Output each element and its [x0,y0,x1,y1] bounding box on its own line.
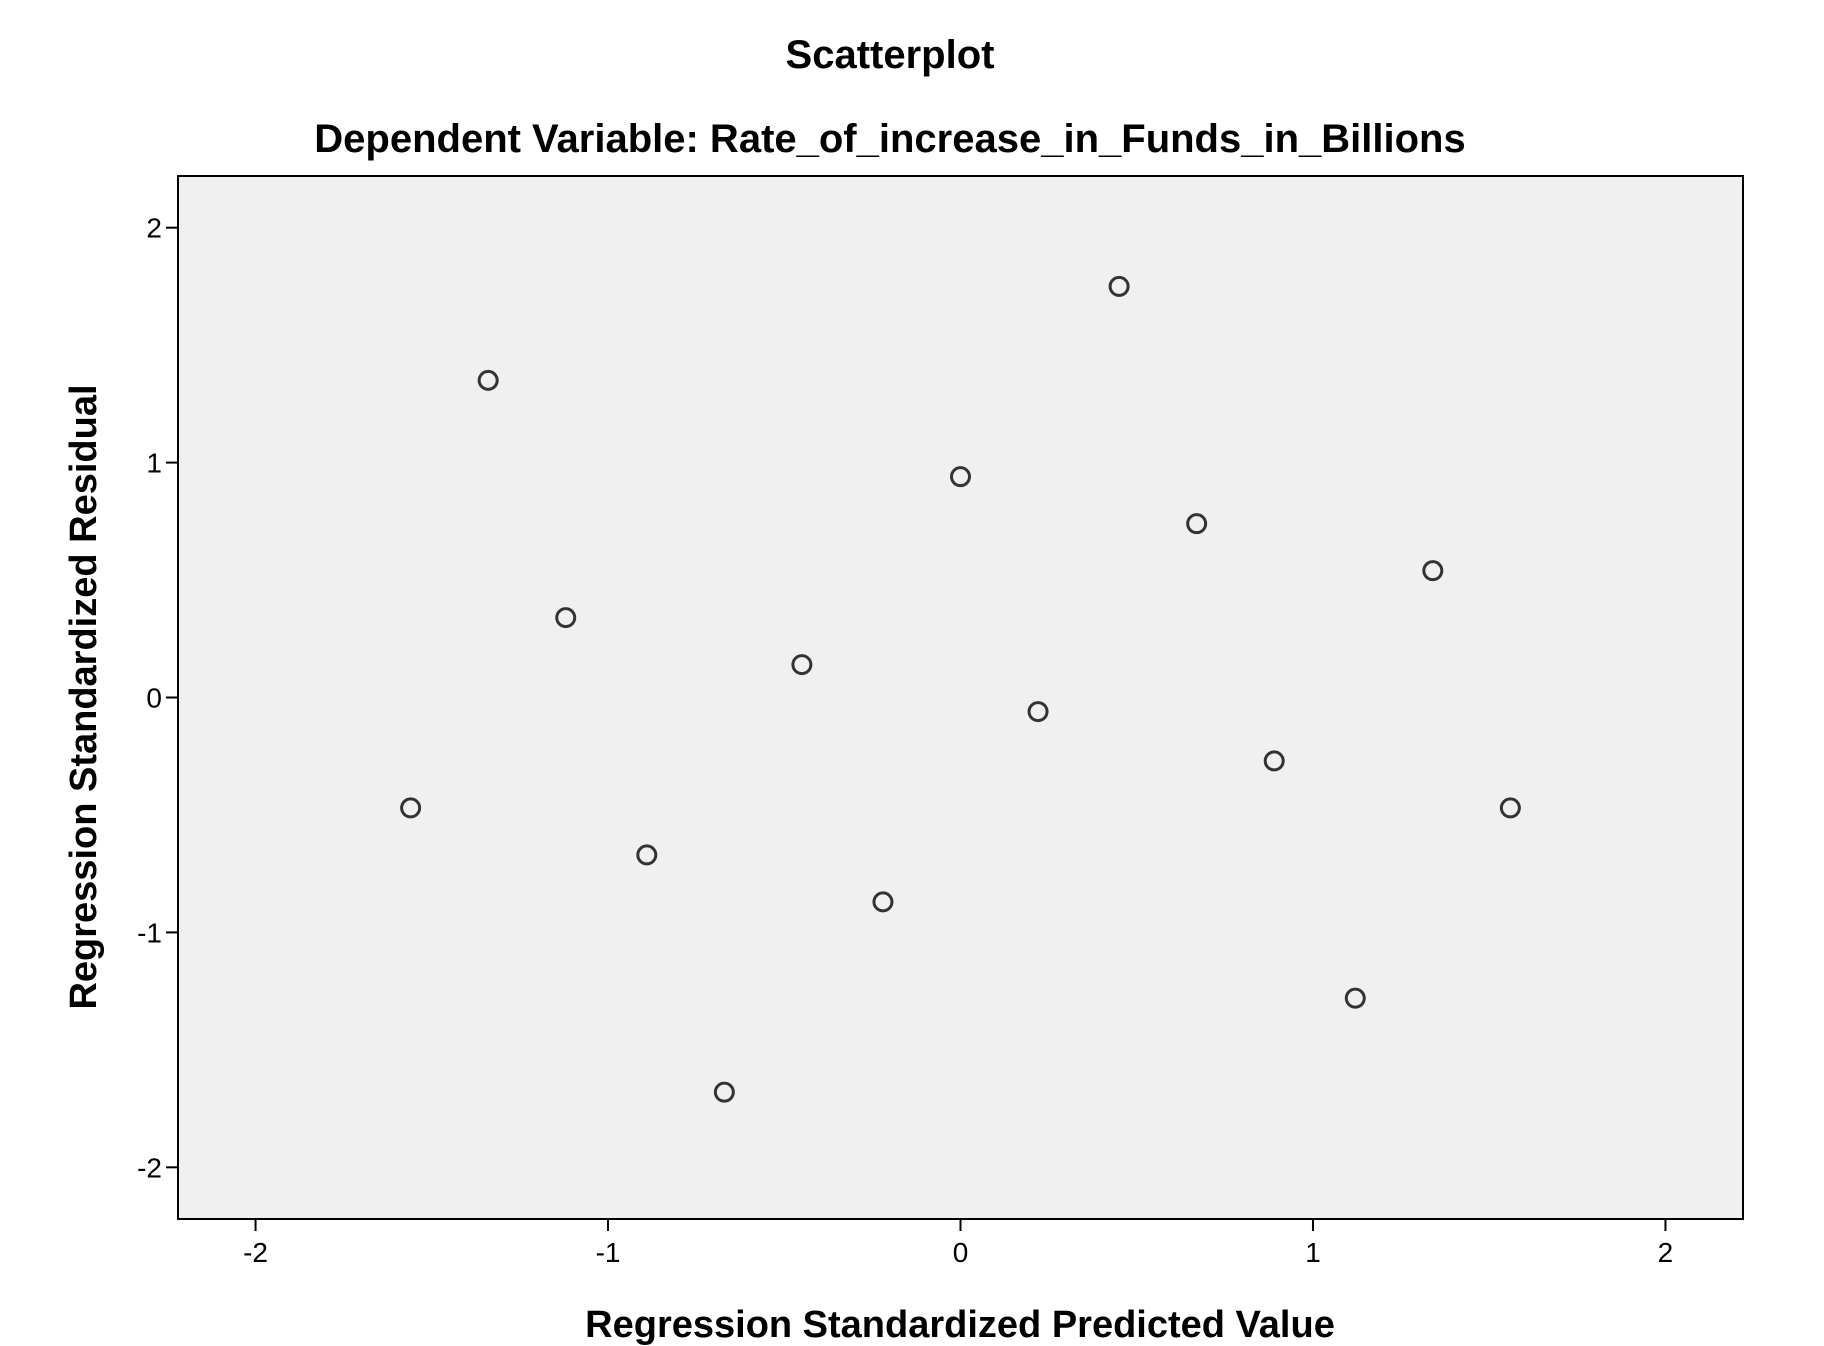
y-tick-label: 1 [146,448,162,479]
y-tick-label: 2 [146,213,162,244]
data-points [400,275,1521,1103]
data-point [1027,701,1049,723]
x-axis: -2 -1 0 1 2 [243,1219,1673,1268]
y-tick-label: -2 [137,1152,162,1183]
y-tick-label: -1 [137,917,162,948]
y-tick-label: 0 [146,683,162,714]
data-point [477,369,499,391]
data-point [1499,797,1521,819]
data-point [1344,987,1366,1009]
data-point [1186,513,1208,535]
x-tick-label: -1 [596,1237,621,1268]
data-point [1422,560,1444,582]
y-axis-label: Regression Standardized Residual [63,384,105,1009]
x-tick-label: 2 [1658,1237,1674,1268]
x-tick-label: 0 [953,1237,969,1268]
x-tick-label: -2 [243,1237,268,1268]
x-tick-label: 1 [1305,1237,1321,1268]
data-point [872,891,894,913]
data-point [950,466,971,488]
x-axis-label: Regression Standardized Predicted Value [585,1304,1335,1346]
data-point [1263,750,1285,772]
data-point [713,1081,735,1103]
data-point [400,797,422,819]
data-point [1108,275,1130,297]
chart-subtitle: Dependent Variable: Rate_of_increase_in_… [314,117,1465,161]
data-point [791,654,813,676]
plot-area [177,175,1744,1220]
data-point [555,607,577,629]
chart-title: Scatterplot [786,33,995,77]
y-axis: 2 1 0 -1 -2 [137,213,178,1183]
data-point [636,844,658,866]
